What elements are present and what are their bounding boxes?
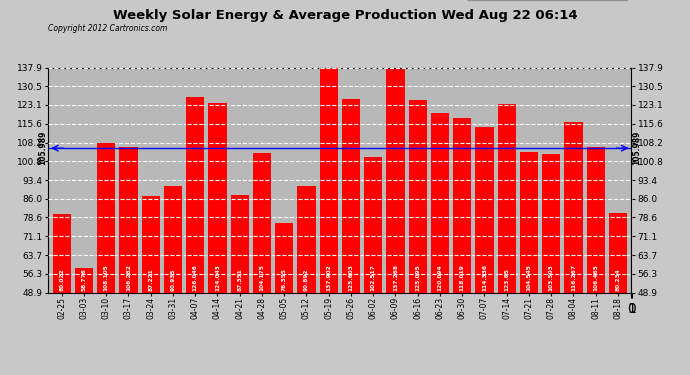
Text: 114.336: 114.336 bbox=[482, 264, 487, 291]
Text: 104.175: 104.175 bbox=[259, 264, 264, 291]
Text: 80.234: 80.234 bbox=[615, 268, 620, 291]
Bar bbox=[297, 186, 315, 292]
Bar bbox=[186, 98, 204, 292]
Bar bbox=[275, 223, 293, 292]
Text: 106.282: 106.282 bbox=[126, 264, 131, 291]
Text: 124.043: 124.043 bbox=[215, 264, 220, 291]
Text: 123.65: 123.65 bbox=[504, 268, 509, 291]
Text: Copyright 2012 Cartronics.com: Copyright 2012 Cartronics.com bbox=[48, 24, 168, 33]
Text: Weekly Solar Energy & Average Production Wed Aug 22 06:14: Weekly Solar Energy & Average Production… bbox=[112, 9, 578, 22]
Text: 118.019: 118.019 bbox=[460, 264, 465, 291]
Text: 76.355: 76.355 bbox=[282, 268, 286, 291]
Text: 58.776: 58.776 bbox=[81, 268, 86, 291]
Bar bbox=[342, 99, 360, 292]
Text: 104.545: 104.545 bbox=[526, 264, 531, 291]
Bar bbox=[364, 157, 382, 292]
Text: 102.517: 102.517 bbox=[371, 264, 376, 291]
Bar bbox=[453, 118, 471, 292]
Bar bbox=[141, 196, 160, 292]
Text: 116.267: 116.267 bbox=[571, 264, 576, 291]
Bar bbox=[609, 213, 627, 292]
Bar bbox=[564, 122, 582, 292]
Text: 103.503: 103.503 bbox=[549, 264, 554, 291]
Text: 106.465: 106.465 bbox=[593, 264, 598, 291]
Bar bbox=[75, 267, 93, 292]
Text: 137.268: 137.268 bbox=[393, 264, 398, 291]
Text: 125.603: 125.603 bbox=[348, 264, 353, 291]
Text: 105.989: 105.989 bbox=[633, 131, 642, 165]
Text: 137.902: 137.902 bbox=[326, 264, 331, 291]
Bar bbox=[386, 69, 404, 292]
Text: 90.935: 90.935 bbox=[170, 269, 175, 291]
Text: 108.105: 108.105 bbox=[104, 264, 108, 291]
Bar bbox=[208, 102, 226, 292]
Text: 125.095: 125.095 bbox=[415, 264, 420, 291]
Text: 87.221: 87.221 bbox=[148, 268, 153, 291]
Bar bbox=[586, 147, 605, 292]
Bar bbox=[520, 152, 538, 292]
Bar bbox=[164, 186, 182, 292]
Bar bbox=[497, 104, 516, 292]
Bar bbox=[475, 127, 493, 292]
Text: 80.022: 80.022 bbox=[59, 268, 64, 291]
Bar bbox=[97, 143, 115, 292]
Bar bbox=[119, 147, 137, 292]
Bar bbox=[52, 214, 71, 292]
Bar bbox=[319, 68, 338, 292]
Text: 90.892: 90.892 bbox=[304, 269, 309, 291]
Text: 87.351: 87.351 bbox=[237, 268, 242, 291]
Bar bbox=[408, 100, 427, 292]
Text: 105.989: 105.989 bbox=[38, 131, 47, 165]
Bar bbox=[253, 153, 271, 292]
Text: 120.094: 120.094 bbox=[437, 265, 442, 291]
Bar bbox=[431, 112, 449, 292]
Bar bbox=[230, 195, 249, 292]
Text: 126.046: 126.046 bbox=[193, 264, 197, 291]
Bar bbox=[542, 154, 560, 292]
